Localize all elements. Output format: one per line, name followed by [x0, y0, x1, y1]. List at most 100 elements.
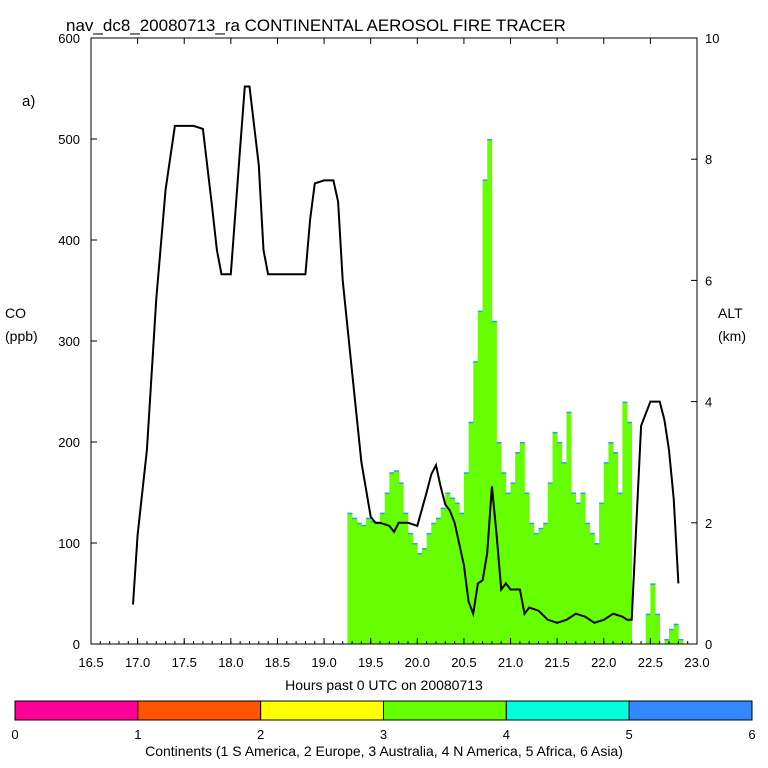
- x-tick-label: 19.0: [311, 655, 336, 670]
- co-bar-top: [533, 532, 539, 535]
- co-bar-top: [510, 482, 516, 484]
- co-bar: [435, 517, 441, 644]
- co-bar-top: [529, 522, 535, 525]
- co-bar: [431, 522, 437, 644]
- colorbar-segment: [260, 700, 384, 721]
- left-tick-label: 600: [58, 31, 80, 46]
- co-bar: [524, 492, 530, 644]
- x-tick-label: 17.0: [125, 655, 150, 670]
- co-bar: [547, 482, 553, 644]
- co-bar-top: [407, 532, 413, 535]
- co-bar: [627, 421, 633, 644]
- co-bar: [477, 310, 483, 644]
- co-bar-top: [356, 522, 362, 525]
- co-bar: [449, 497, 455, 644]
- co-bar: [445, 492, 451, 644]
- left-tick-label: 400: [58, 233, 80, 248]
- co-bar: [561, 462, 567, 644]
- co-bar-top: [403, 512, 409, 515]
- co-bar: [603, 462, 609, 644]
- co-bar-top: [655, 613, 661, 616]
- co-bar: [678, 638, 684, 644]
- co-bar-top: [398, 482, 404, 484]
- right-axis-title-line1: ALT: [718, 305, 743, 321]
- co-bar: [463, 472, 469, 644]
- co-bar-top: [440, 507, 446, 510]
- colorbar-segment: [14, 700, 139, 721]
- co-bar-top: [459, 512, 465, 515]
- co-bar: [347, 512, 353, 644]
- co-bar: [594, 543, 600, 644]
- co-bar-top: [650, 583, 656, 585]
- co-bar: [361, 524, 367, 644]
- x-tick-label: 20.5: [451, 655, 476, 670]
- colorbar-tick-label: 5: [626, 727, 633, 742]
- left-tick-label: 100: [58, 536, 80, 551]
- x-tick-label: 21.0: [498, 655, 523, 670]
- co-bar-top: [599, 502, 605, 505]
- co-bar: [491, 320, 497, 644]
- co-bar: [622, 401, 628, 644]
- co-bar-top: [426, 532, 432, 535]
- co-bar-top: [412, 543, 418, 545]
- co-bar-top: [361, 524, 367, 527]
- co-bar: [426, 532, 432, 644]
- co-bar: [403, 512, 409, 644]
- co-bar: [645, 613, 651, 644]
- co-bar: [384, 492, 390, 644]
- x-tick-label: 18.0: [218, 655, 243, 670]
- co-bar-top: [496, 442, 502, 444]
- co-bar: [380, 512, 385, 644]
- co-bar: [515, 452, 521, 644]
- x-axis-ticks: 16.5 17.0 17.5 18.0 18.5 19.0 19.5 20.0 20.5 21.0…: [78, 38, 710, 670]
- colorbar-label: Continents (1 S America, 2 Europe, 3 Aus…: [145, 743, 623, 759]
- co-bar: [398, 482, 404, 644]
- right-axis-ticks: 0 2 4 6 8 10: [691, 31, 719, 652]
- colorbar-segment: [505, 700, 630, 721]
- co-bar-top: [617, 492, 623, 494]
- co-bar: [496, 442, 502, 644]
- co-bar-top: [613, 452, 619, 454]
- x-tick-label: 16.5: [78, 655, 103, 670]
- co-bar-top: [468, 421, 474, 424]
- co-bar-top: [627, 421, 633, 424]
- co-bar-top: [580, 492, 586, 494]
- right-axis-title-line2: (km): [718, 328, 746, 344]
- co-bar: [566, 411, 572, 644]
- co-bar-top: [547, 482, 553, 484]
- co-bar-top: [477, 310, 483, 313]
- co-bar: [370, 520, 376, 644]
- left-axis-title-line1: CO: [5, 305, 26, 321]
- co-bar-top: [389, 472, 395, 474]
- co-bar: [575, 502, 581, 644]
- co-bar-top: [552, 431, 558, 434]
- co-bar-top: [571, 492, 577, 494]
- co-bar: [650, 583, 656, 644]
- co-bar-top: [435, 517, 441, 520]
- co-bar-top: [421, 548, 427, 550]
- co-bar: [589, 532, 595, 644]
- colorbar-tick-label: 4: [503, 727, 510, 742]
- co-bar-top: [594, 543, 600, 545]
- co-bar-series: [347, 139, 684, 644]
- co-bar: [655, 613, 661, 644]
- left-tick-label: 300: [58, 334, 80, 349]
- co-bar: [352, 517, 358, 644]
- co-bar: [366, 517, 371, 644]
- left-tick-label: 500: [58, 132, 80, 147]
- x-tick-label: 19.5: [358, 655, 383, 670]
- colorbar-segment: [383, 700, 507, 721]
- co-bar: [459, 512, 465, 644]
- co-bar: [571, 492, 577, 644]
- co-bar: [585, 522, 591, 644]
- co-bar-top: [417, 553, 423, 555]
- co-bar-top: [538, 527, 544, 530]
- co-bar-top: [575, 502, 581, 505]
- co-bar: [533, 532, 539, 644]
- co-bar: [608, 442, 614, 644]
- x-tick-label: 20.0: [405, 655, 430, 670]
- co-bar-top: [463, 472, 469, 474]
- co-bar: [487, 139, 493, 644]
- x-tick-label: 18.5: [265, 655, 290, 670]
